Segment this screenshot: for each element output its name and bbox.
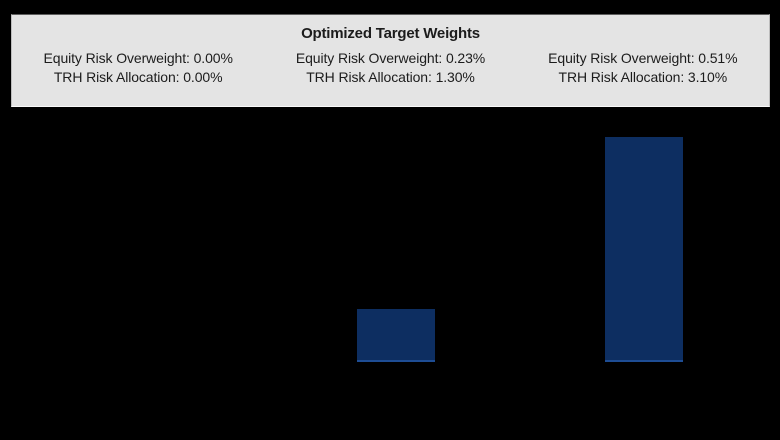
scenario-1-stats: Equity Risk Overweight: 0.00% TRH Risk A… [12,49,264,87]
scenario-1-equity-overweight: Equity Risk Overweight: 0.00% [43,50,233,66]
bar-plot-area [0,107,780,440]
scenario-2-trh-allocation: TRH Risk Allocation: 1.30% [306,69,475,85]
scenario-2-stats: Equity Risk Overweight: 0.23% TRH Risk A… [264,49,516,87]
scenario-1-trh-allocation: TRH Risk Allocation: 0.00% [53,69,223,85]
panel-title: Optimized Target Weights [301,25,480,42]
scenario-3-equity-overweight: Equity Risk Overweight: 0.51% [548,50,738,66]
scenario-2-equity-overweight: Equity Risk Overweight: 0.23% [295,50,486,66]
scenario-3-trh-allocation: TRH Risk Allocation: 3.10% [558,69,728,85]
panel-columns: Equity Risk Overweight: 0.00% TRH Risk A… [12,49,769,87]
bar-scenario-3 [605,137,683,362]
scenario-3-stats: Equity Risk Overweight: 0.51% TRH Risk A… [517,49,769,87]
optimized-weights-panel: Optimized Target Weights Equity Risk Ove… [11,14,770,107]
bar-scenario-2 [357,309,435,362]
